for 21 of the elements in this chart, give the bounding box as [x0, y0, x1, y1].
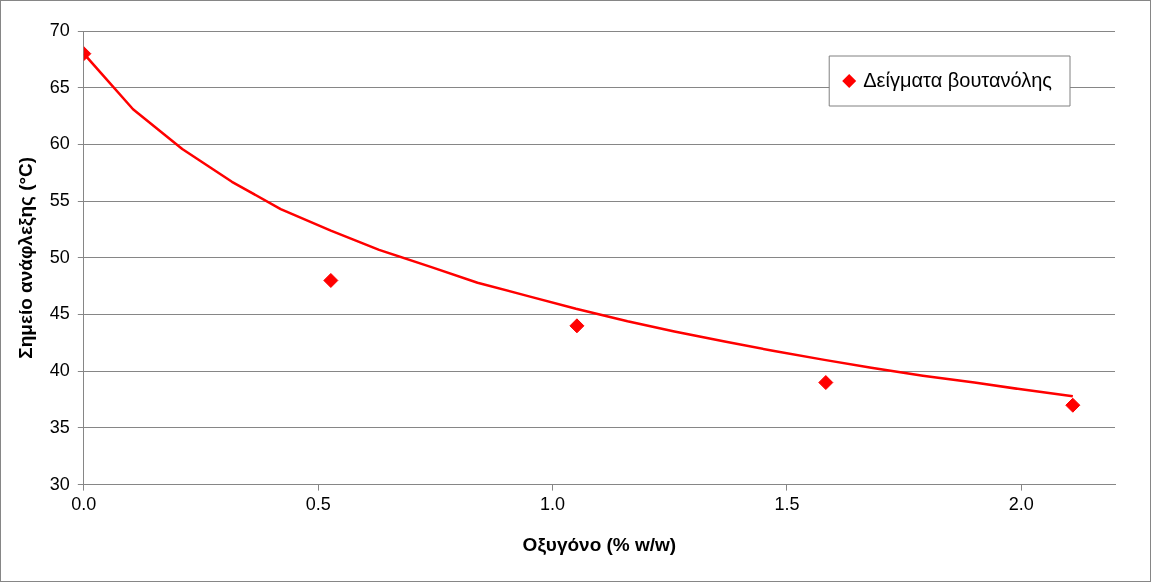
point — [818, 375, 834, 391]
x-tick-label: 0.0 — [71, 494, 97, 515]
point — [323, 272, 339, 288]
point — [569, 318, 585, 334]
y-tick-label: 70 — [49, 19, 70, 40]
x-tick-label: 0.5 — [305, 494, 331, 515]
y-tick-label: 35 — [49, 416, 70, 437]
y-tick-label: 60 — [49, 133, 70, 154]
y-tick-label: 40 — [49, 360, 70, 381]
x-tick-label: 1.0 — [540, 494, 566, 515]
y-tick-label: 30 — [49, 473, 70, 494]
y-tick-label: 45 — [49, 303, 70, 324]
x-axis-title: Οξυγόνο (% w/w) — [522, 533, 677, 556]
y-tick-label: 65 — [49, 76, 70, 97]
y-tick-label: 50 — [49, 246, 70, 267]
x-tick-label: 1.5 — [774, 494, 800, 515]
point — [1065, 397, 1081, 413]
x-tick-label: 2.0 — [1008, 494, 1034, 515]
y-tick-label: 55 — [49, 190, 70, 211]
legend-label: Δείγματα βουτανόλης — [863, 68, 1053, 91]
y-axis-title: Σημείο ανάφλεξης (°C) — [14, 156, 37, 359]
